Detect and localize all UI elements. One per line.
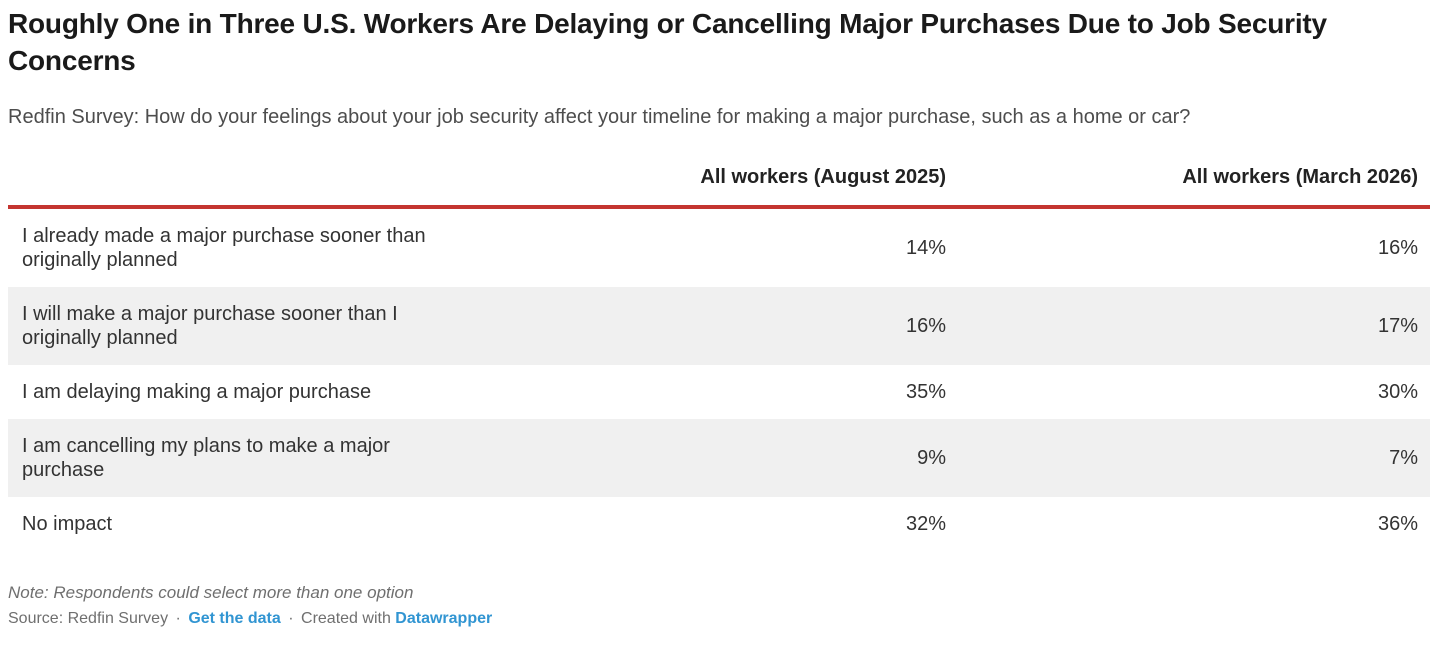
row-label: I already made a major purchase sooner t… xyxy=(22,224,426,271)
get-the-data-link[interactable]: Get the data xyxy=(188,609,281,627)
cell-mar-2026: 30% xyxy=(1377,380,1418,403)
cell-aug-2025: 14% xyxy=(905,236,946,259)
row-label: I will make a major purchase sooner than… xyxy=(22,302,398,349)
table-row: I am delaying making a major purchase 35… xyxy=(8,365,1430,419)
source-text: Source: Redfin Survey xyxy=(8,609,169,627)
cell-mar-2026: 36% xyxy=(1377,512,1418,535)
column-header-aug-2025: All workers (August 2025) xyxy=(663,165,958,209)
datawrapper-link[interactable]: Datawrapper xyxy=(395,609,493,627)
row-label: No impact xyxy=(22,512,113,535)
row-label: I am cancelling my plans to make a major… xyxy=(22,434,390,481)
column-header-mar-2026: All workers (March 2026) xyxy=(958,165,1430,209)
cell-aug-2025: 9% xyxy=(917,446,946,469)
survey-table: All workers (August 2025) All workers (M… xyxy=(8,165,1430,551)
column-header-empty xyxy=(8,165,663,209)
chart-source-line: Source: Redfin Survey · Get the data · C… xyxy=(8,610,1430,628)
cell-aug-2025: 16% xyxy=(905,314,946,337)
table-row: I am cancelling my plans to make a major… xyxy=(8,418,1430,497)
table-row: I will make a major purchase sooner than… xyxy=(8,286,1430,365)
cell-aug-2025: 35% xyxy=(905,380,946,403)
cell-aug-2025: 32% xyxy=(905,512,946,535)
cell-mar-2026: 16% xyxy=(1377,236,1418,259)
table-row: I already made a major purchase sooner t… xyxy=(8,207,1430,287)
chart-subtitle: Redfin Survey: How do your feelings abou… xyxy=(8,105,1191,128)
chart-note: Note: Respondents could select more than… xyxy=(8,582,414,602)
table-body: I already made a major purchase sooner t… xyxy=(8,207,1430,551)
created-with-text: Created with xyxy=(301,609,391,627)
table-row: No impact 32% 36% xyxy=(8,497,1430,551)
separator-dot: · xyxy=(175,609,181,627)
chart-title: Roughly One in Three U.S. Workers Are De… xyxy=(8,8,1327,76)
table-header-row: All workers (August 2025) All workers (M… xyxy=(8,165,1430,209)
separator-dot: · xyxy=(288,609,294,627)
cell-mar-2026: 7% xyxy=(1389,446,1418,469)
cell-mar-2026: 17% xyxy=(1377,314,1418,337)
row-label: I am delaying making a major purchase xyxy=(22,380,372,403)
